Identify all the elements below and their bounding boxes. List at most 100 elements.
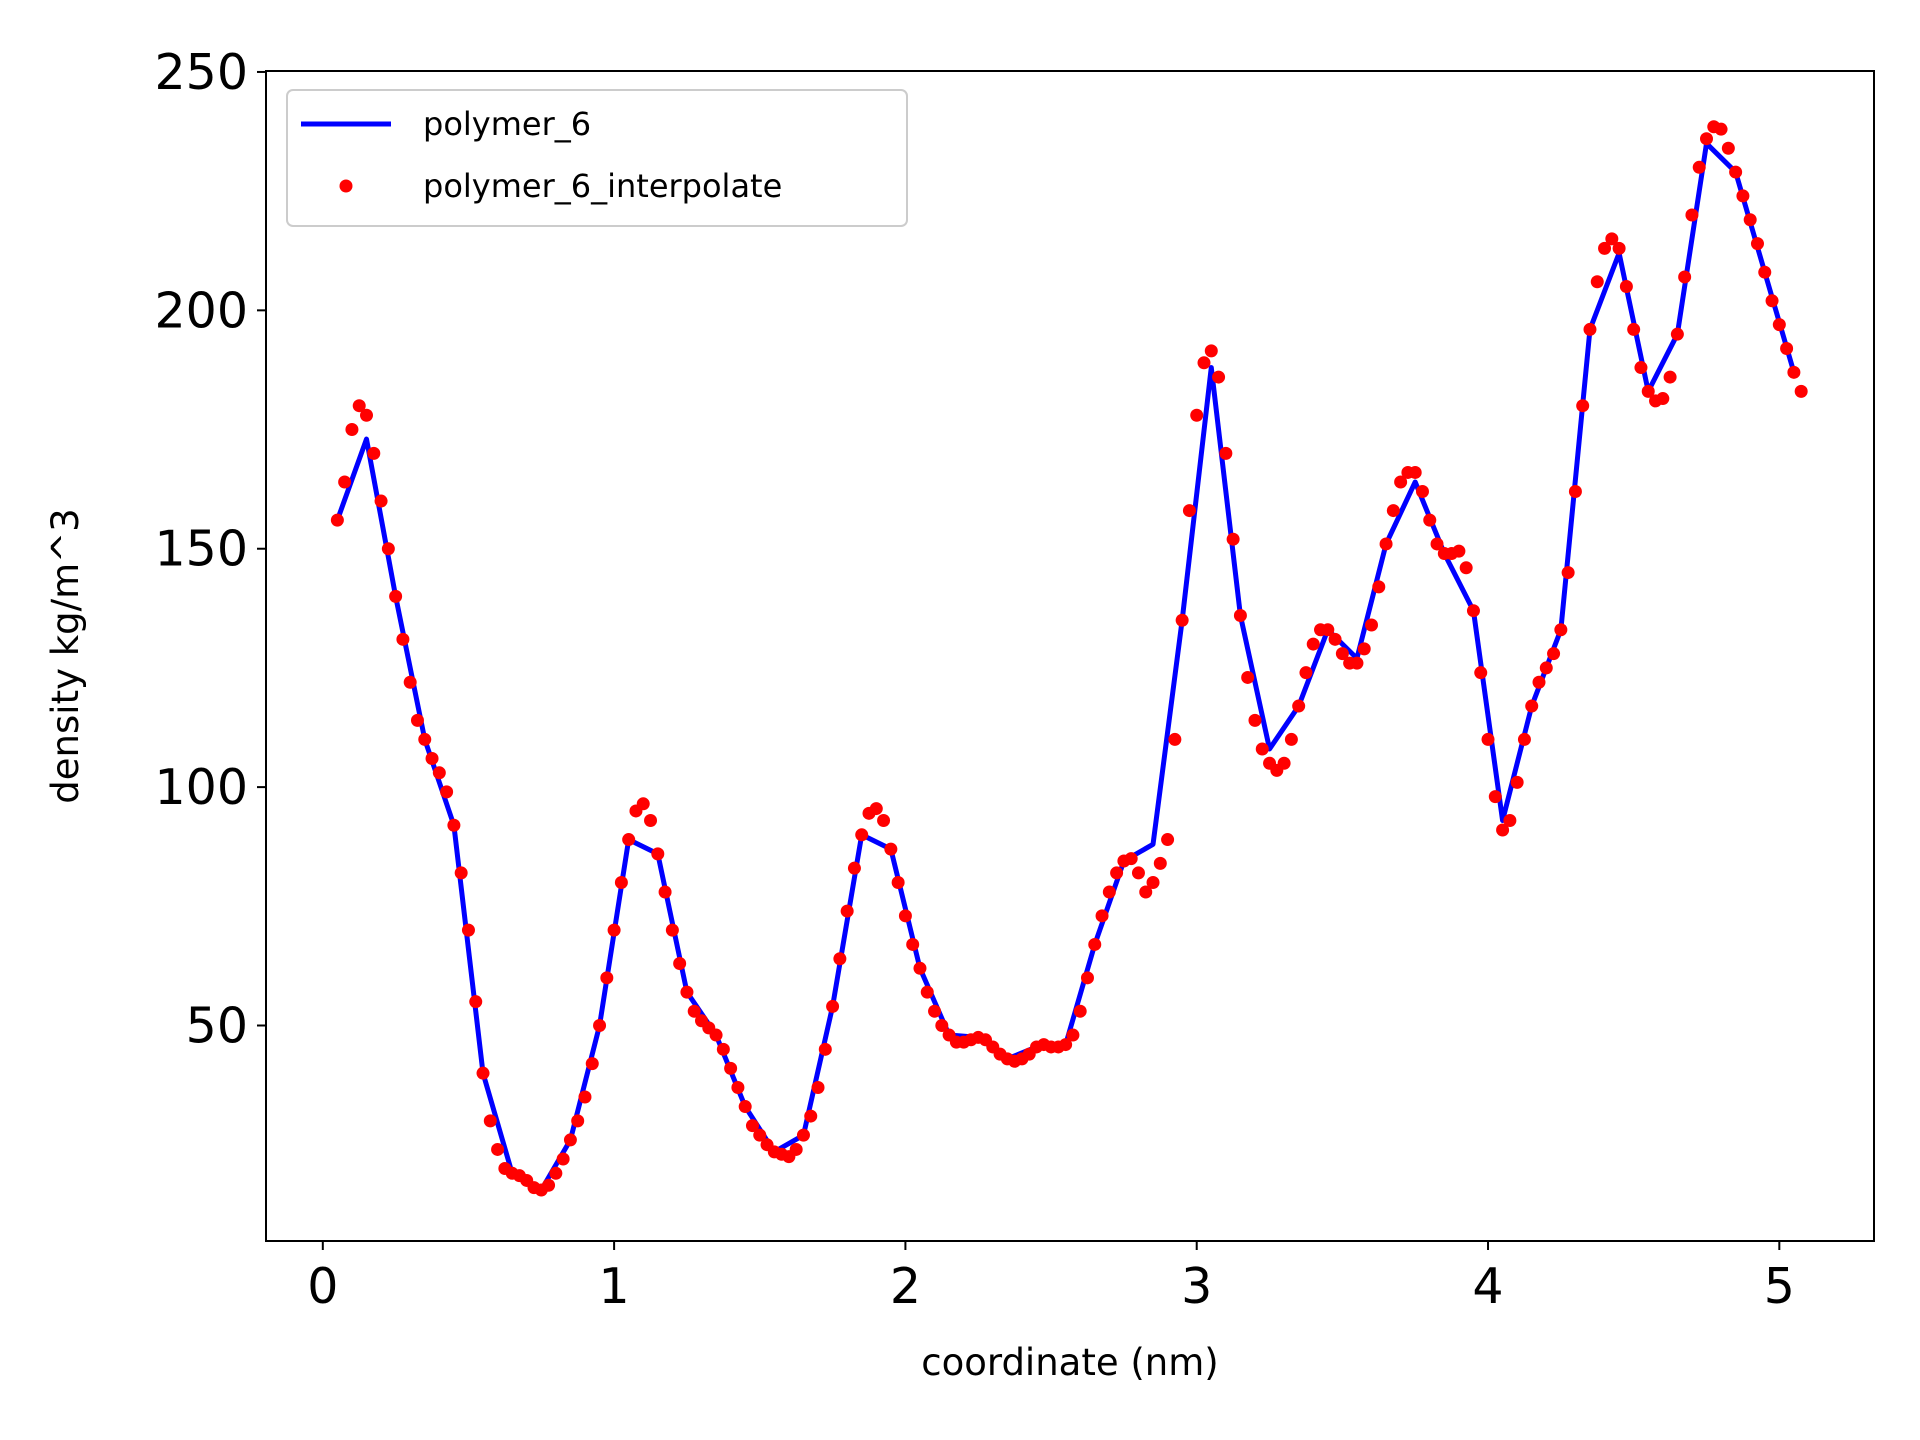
data-point: [1466, 604, 1480, 618]
data-point: [1503, 813, 1517, 827]
legend-label: polymer_6: [423, 105, 591, 143]
y-tick-label: 200: [154, 282, 248, 339]
data-point: [906, 937, 920, 951]
data-point: [1481, 732, 1495, 746]
data-point: [833, 952, 847, 966]
data-point: [877, 813, 891, 827]
data-point: [1394, 475, 1408, 489]
x-tick-label: 4: [1472, 1258, 1503, 1315]
data-point: [425, 752, 439, 766]
data-point: [1590, 275, 1604, 289]
data-point: [1124, 852, 1138, 866]
data-point: [1772, 318, 1786, 332]
data-point: [600, 971, 614, 985]
data-point: [1139, 885, 1153, 899]
data-point: [680, 985, 694, 999]
data-point: [622, 833, 636, 847]
data-point: [1233, 608, 1247, 622]
data-point: [1110, 866, 1124, 880]
data-point: [483, 1114, 497, 1128]
data-point: [913, 961, 927, 975]
data-point: [1525, 699, 1539, 713]
data-point: [396, 632, 410, 646]
data-point: [716, 1042, 730, 1056]
x-tick-label: 5: [1764, 1258, 1795, 1315]
y-axis-label: density kg/m^3: [44, 508, 87, 803]
data-point: [1088, 937, 1102, 951]
data-point: [658, 885, 672, 899]
legend-box: [286, 89, 908, 227]
data-point: [1219, 446, 1233, 460]
data-point: [1131, 866, 1145, 880]
data-point: [884, 842, 898, 856]
data-point: [811, 1080, 825, 1094]
data-point: [1226, 532, 1240, 546]
x-tick-label: 2: [890, 1258, 921, 1315]
data-point: [614, 875, 628, 889]
data-point: [826, 999, 840, 1013]
data-point: [1306, 637, 1320, 651]
data-point: [1605, 232, 1619, 246]
data-point: [1059, 1038, 1073, 1052]
data-point: [1627, 322, 1641, 336]
data-point: [1379, 537, 1393, 551]
data-point: [1095, 909, 1109, 923]
data-point: [920, 985, 934, 999]
y-tick-label: 250: [154, 44, 248, 101]
data-point: [789, 1142, 803, 1156]
data-point: [1073, 1004, 1087, 1018]
data-point: [1386, 504, 1400, 518]
legend-label: polymer_6_interpolate: [423, 167, 782, 205]
data-point: [1729, 165, 1743, 179]
data-point: [644, 813, 658, 827]
data-point: [1335, 647, 1349, 661]
data-point: [1641, 384, 1655, 398]
data-point: [1204, 344, 1218, 358]
data-point: [549, 1166, 563, 1180]
plot-frame: [265, 70, 1875, 1242]
data-point: [1561, 566, 1575, 580]
y-tick-label: 50: [186, 997, 248, 1054]
data-point: [469, 995, 483, 1009]
data-point: [1197, 356, 1211, 370]
data-point: [418, 732, 432, 746]
data-point: [381, 542, 395, 556]
data-point: [1474, 666, 1488, 680]
data-point: [1532, 675, 1546, 689]
data-point: [542, 1178, 556, 1192]
data-point: [796, 1128, 810, 1142]
data-point: [1612, 241, 1626, 255]
data-point: [1430, 537, 1444, 551]
data-point: [1277, 756, 1291, 770]
data-point: [738, 1100, 752, 1114]
data-point: [1554, 623, 1568, 637]
data-point: [898, 909, 912, 923]
data-point: [1080, 971, 1094, 985]
data-point: [1372, 580, 1386, 594]
data-point: [1292, 699, 1306, 713]
legend-marker: [339, 179, 353, 193]
data-point: [1656, 392, 1670, 406]
data-point: [1175, 613, 1189, 627]
data-point: [1190, 408, 1204, 422]
data-point: [1576, 399, 1590, 413]
data-point: [360, 408, 373, 422]
data-point: [818, 1042, 832, 1056]
data-point: [1510, 775, 1524, 789]
data-point: [1212, 370, 1226, 384]
data-point: [1598, 241, 1612, 255]
data-point: [1321, 623, 1335, 637]
y-tick-label: 100: [154, 759, 248, 816]
data-point: [1350, 656, 1364, 670]
data-point: [665, 923, 679, 937]
data-point: [338, 475, 352, 489]
data-point: [636, 797, 650, 811]
data-point: [1488, 790, 1502, 804]
data-point: [673, 957, 687, 971]
data-point: [745, 1119, 759, 1133]
data-point: [389, 589, 403, 603]
data-point: [1758, 265, 1772, 279]
data-point: [731, 1080, 745, 1094]
data-point: [1255, 742, 1269, 756]
data-point: [1736, 189, 1750, 203]
